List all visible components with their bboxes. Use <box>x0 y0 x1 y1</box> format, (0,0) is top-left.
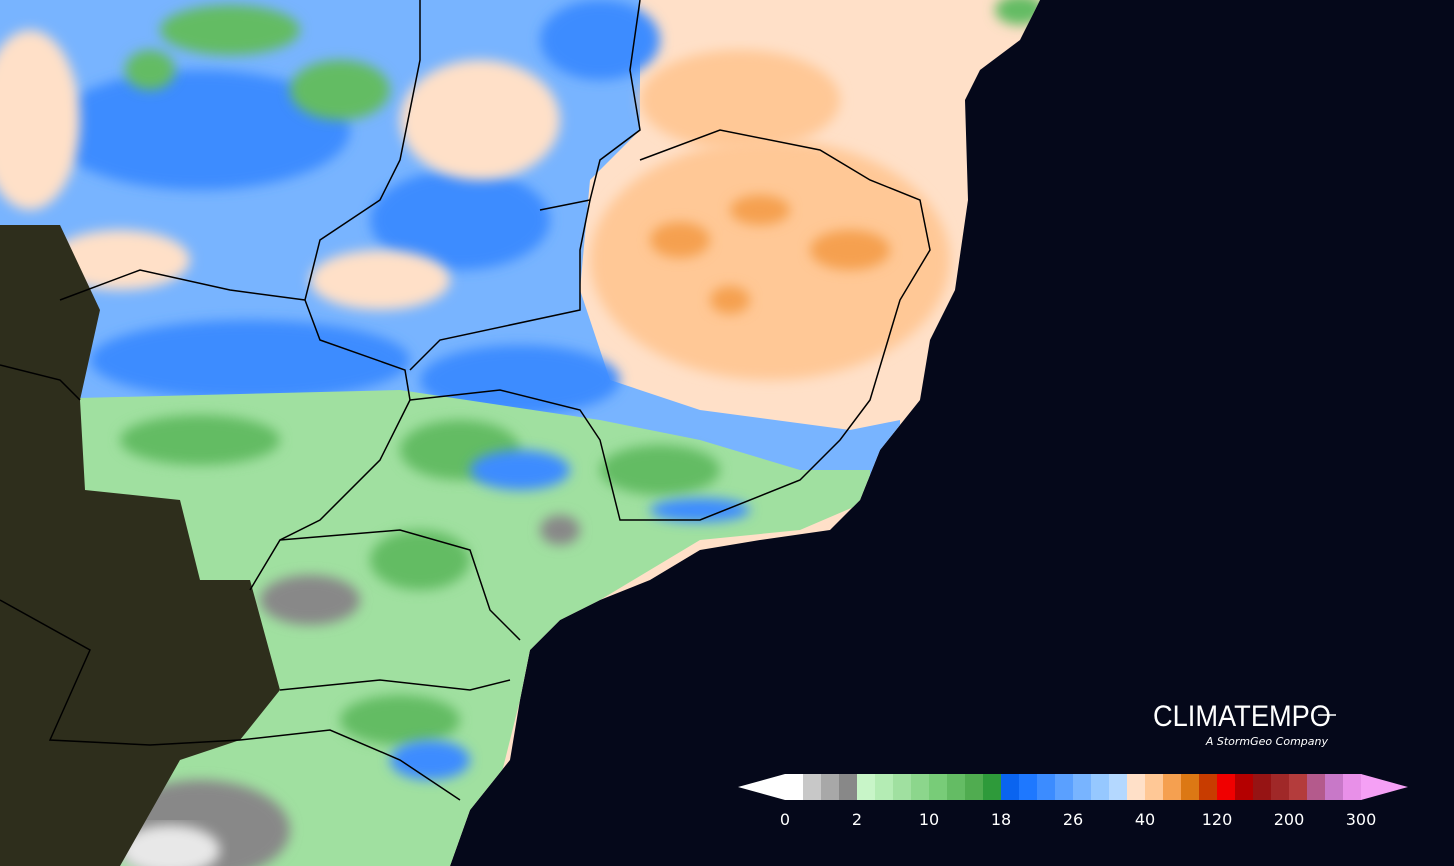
colorbar-tick-label: 120 <box>1202 810 1233 829</box>
colorbar-segment <box>1073 774 1092 800</box>
colorbar-segment <box>821 774 840 800</box>
colorbar-segment <box>947 774 966 800</box>
colorbar-segment <box>965 774 984 800</box>
colorbar-segment <box>1037 774 1056 800</box>
colorbar-segment <box>839 774 858 800</box>
colorbar-tick-label: 10 <box>919 810 939 829</box>
colorbar-segment <box>983 774 1002 800</box>
colorbar-segment <box>1235 774 1254 800</box>
colorbar-segment <box>857 774 876 800</box>
colorbar-segment <box>1307 774 1326 800</box>
colorbar: 0 2 10 18 26 40 120 200 300 <box>738 774 1408 829</box>
colorbar-segment <box>911 774 930 800</box>
colorbar-segment <box>1343 774 1362 800</box>
colorbar-segment <box>893 774 912 800</box>
logo-name: CLIMATEMPO <box>1153 700 1331 733</box>
colorbar-segment <box>875 774 894 800</box>
colorbar-tick-label: 26 <box>1063 810 1083 829</box>
colorbar-segment <box>929 774 948 800</box>
colorbar-segment <box>1181 774 1200 800</box>
land <box>0 0 1040 866</box>
colorbar-segment <box>1019 774 1038 800</box>
colorbar-tick-label: 18 <box>991 810 1011 829</box>
colorbar-segment <box>1055 774 1074 800</box>
colorbar-segment <box>1163 774 1182 800</box>
colorbar-tick-label: 0 <box>780 810 790 829</box>
colorbar-segment <box>1217 774 1236 800</box>
colorbar-tick-label: 200 <box>1274 810 1305 829</box>
colorbar-tick-label: 40 <box>1135 810 1155 829</box>
colorbar-segment <box>803 774 822 800</box>
colorbar-segment <box>1109 774 1128 800</box>
colorbar-segment <box>785 774 804 800</box>
colorbar-tick-label: 2 <box>852 810 862 829</box>
colorbar-segment <box>1145 774 1164 800</box>
colorbar-segment <box>1091 774 1110 800</box>
colorbar-tick-label: 300 <box>1346 810 1377 829</box>
colorbar-segment <box>1289 774 1308 800</box>
logo-tagline: A StormGeo Company <box>1205 735 1329 748</box>
colorbar-segment <box>1325 774 1344 800</box>
colorbar-segment <box>1253 774 1272 800</box>
colorbar-under <box>738 774 785 800</box>
colorbar-segment <box>1199 774 1218 800</box>
colorbar-segment <box>1127 774 1146 800</box>
colorbar-over <box>1361 774 1408 800</box>
colorbar-segment <box>1001 774 1020 800</box>
colorbar-segment <box>1271 774 1290 800</box>
